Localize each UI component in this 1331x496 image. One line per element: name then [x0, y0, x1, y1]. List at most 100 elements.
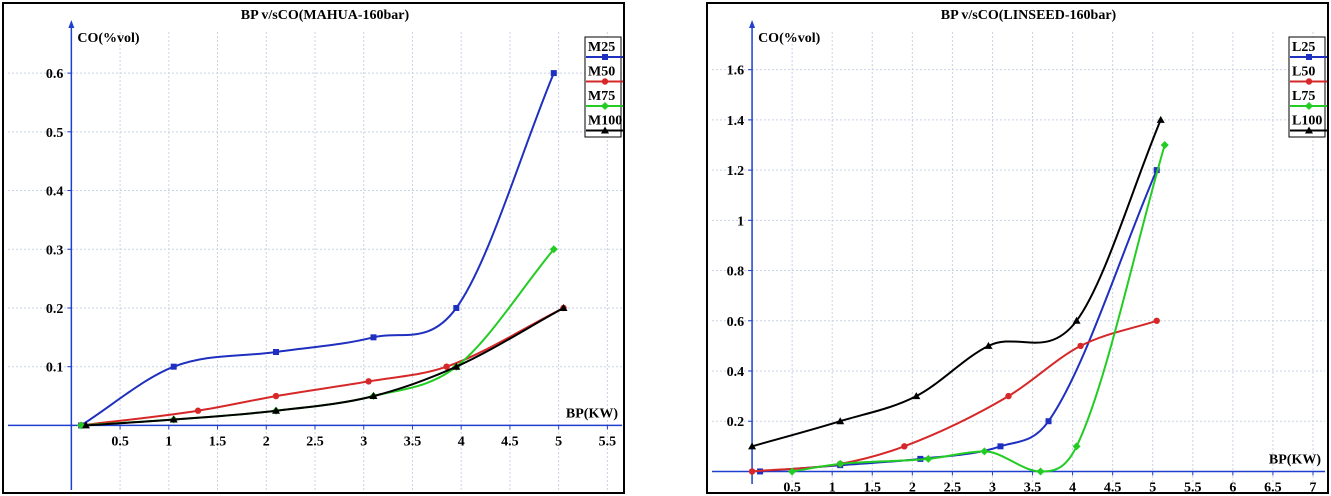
- data-point-l50: [1153, 317, 1160, 324]
- data-point-l50: [1005, 392, 1012, 400]
- x-tick-label: 5: [1149, 480, 1156, 492]
- x-tick-label: 5.5: [1184, 480, 1202, 492]
- series-line-l75: [791, 144, 1166, 473]
- mahua-co-chart: 0.5 1 1.5 2 2.5 3 3.5 4 4.5 5 5.5 0.1 0.2 0.3 0.4 0.5 0.…: [2, 2, 625, 494]
- grid-lines: [712, 32, 1325, 484]
- y-tick-label: 0.1: [46, 361, 64, 376]
- data-point-m100: [169, 415, 178, 423]
- chart-title: BP v/sCO(LINSEED-160bar): [941, 8, 1117, 23]
- x-tick-label: 4: [1069, 480, 1076, 492]
- y-tick-label: 0.3: [46, 243, 64, 258]
- x-tick-label: 5.5: [599, 434, 617, 449]
- x-tick-label: 3.5: [404, 434, 422, 449]
- x-tick-label: 1.5: [209, 434, 227, 449]
- grid-lines: [8, 32, 622, 490]
- legend: L25 L50 L75 L100: [1288, 36, 1327, 138]
- data-point-l75: [1072, 442, 1081, 451]
- x-tick-label: 1.5: [864, 480, 882, 492]
- legend-label-l50: L50: [1292, 65, 1315, 80]
- data-point-l100: [836, 417, 845, 425]
- data-point-l100: [1156, 115, 1165, 123]
- y-tick-label: 0.4: [46, 185, 64, 200]
- x-tick-label: 2: [909, 480, 916, 492]
- data-point-m75: [549, 245, 558, 254]
- data-point-l75: [1036, 467, 1045, 476]
- y-tick-label: 0.2: [46, 302, 64, 317]
- y-axis-arrow: [749, 20, 756, 28]
- data-point-l25: [997, 443, 1004, 450]
- legend-label-l100: L100: [1292, 114, 1322, 129]
- y-tick-label: 1.4: [727, 114, 745, 129]
- data-point-l75: [788, 467, 797, 476]
- x-axis-label: BP(KW): [566, 406, 618, 421]
- series-group: [748, 115, 1169, 476]
- legend-marker-l25: [1306, 54, 1312, 60]
- y-tick-label: 0.4: [727, 365, 745, 380]
- data-point-m100: [81, 421, 90, 429]
- x-tick-label: 0.5: [783, 480, 801, 492]
- data-point-l50: [901, 443, 908, 450]
- legend-marker-l100: [1305, 126, 1313, 134]
- x-tick-label: 2.5: [306, 434, 324, 449]
- x-tick-label: 3: [360, 434, 367, 449]
- legend-box: [1288, 36, 1326, 138]
- x-tick-label: 2.5: [944, 480, 962, 492]
- x-tick-label: 4.5: [501, 434, 519, 449]
- x-tick-label: 4: [458, 434, 465, 449]
- data-point-l75: [1160, 141, 1169, 149]
- series-group: [77, 70, 568, 430]
- y-tick-label: 0.6: [46, 67, 64, 82]
- legend-marker-m100: [601, 126, 609, 134]
- y-tick-label: 0.2: [727, 415, 745, 430]
- x-axis-label: BP(KW): [1269, 452, 1321, 467]
- data-point-m100: [369, 392, 378, 400]
- data-point-l50: [748, 468, 756, 475]
- x-tick-label: 5: [555, 434, 562, 449]
- data-point-l100: [912, 392, 921, 400]
- data-point-m100: [272, 406, 281, 414]
- linseed-co-chart: 0.5 1 1.5 2 2.5 3 3.5 4 4.5 5 5.5 6 6.5 7 0.2 0.4 0.6 0.8…: [706, 2, 1329, 494]
- data-point-l75: [924, 454, 933, 463]
- linseed-co-chart-svg: 0.5 1 1.5 2 2.5 3 3.5 4 4.5 5 5.5 6 6.5 7 0.2 0.4 0.6 0.8…: [712, 8, 1327, 492]
- data-point-l50: [1077, 342, 1084, 350]
- legend-label-m75: M75: [588, 89, 615, 104]
- x-tick-label: 7: [1309, 480, 1316, 492]
- legend-marker-l50: [1305, 78, 1313, 85]
- x-tick-label: 1: [829, 480, 836, 492]
- legend-label-m25: M25: [588, 40, 615, 55]
- data-point-m25: [453, 304, 460, 311]
- legend-label-l75: L75: [1292, 89, 1315, 104]
- x-tick-label: 4.5: [1104, 480, 1122, 492]
- series-line-l25: [760, 169, 1158, 473]
- y-tick-label: 0.6: [727, 315, 745, 330]
- y-tick-label: 1: [737, 214, 744, 229]
- data-point-m25: [170, 363, 177, 370]
- y-axis-label: CO(%vol): [758, 31, 821, 46]
- y-tick-label: 0.8: [727, 265, 745, 280]
- legend-marker-m25: [602, 54, 608, 60]
- legend-label-m50: M50: [588, 65, 615, 80]
- legend-marker-m50: [601, 78, 609, 85]
- data-point-m50: [194, 407, 202, 414]
- data-point-m50: [443, 363, 450, 370]
- data-point-l75: [980, 447, 989, 456]
- legend-marker-l75: [1305, 102, 1313, 110]
- x-tick-label: 6.5: [1264, 480, 1282, 492]
- legend-label-l25: L25: [1292, 40, 1315, 55]
- x-tick-label: 3.5: [1024, 480, 1042, 492]
- series-line-m50: [80, 307, 564, 427]
- y-tick-label: 0.5: [46, 126, 64, 141]
- series-line-m100: [85, 307, 564, 427]
- x-tick-label: 2: [263, 434, 270, 449]
- legend-marker-m75: [601, 102, 609, 110]
- y-tick-label: 1.2: [727, 164, 745, 179]
- data-point-m25: [273, 349, 280, 356]
- y-axis-arrow: [68, 20, 75, 28]
- x-tick-label: 1: [165, 434, 172, 449]
- data-point-m25: [550, 70, 557, 77]
- data-point-m100: [452, 362, 461, 370]
- chart-title: BP v/sCO(MAHUA-160bar): [241, 8, 410, 23]
- data-point-l25: [1045, 418, 1052, 425]
- y-axis-label: CO(%vol): [77, 31, 140, 46]
- mahua-co-chart-svg: 0.5 1 1.5 2 2.5 3 3.5 4 4.5 5 5.5 0.1 0.2 0.3 0.4 0.5 0.…: [8, 8, 623, 490]
